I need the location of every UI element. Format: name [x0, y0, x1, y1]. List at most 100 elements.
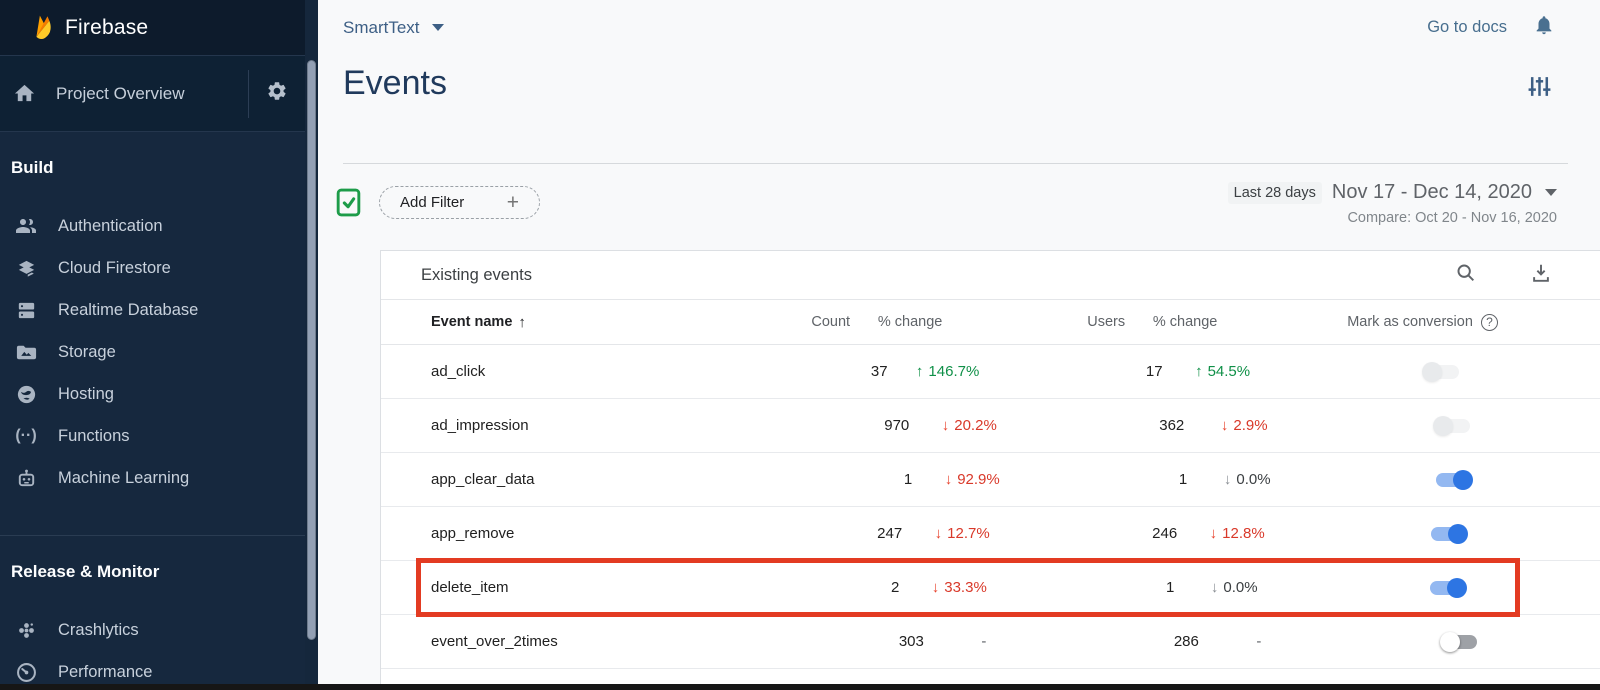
- filter-bar: Add Filter +: [334, 186, 540, 219]
- project-name: SmartText: [343, 17, 420, 37]
- page-title: Events: [343, 64, 447, 102]
- event-name: ad_click: [431, 363, 486, 380]
- users-count: 1: [1178, 471, 1188, 488]
- event-name: app_remove: [431, 525, 515, 542]
- speedometer-icon: [14, 660, 38, 684]
- conversion-toggle[interactable]: [1421, 361, 1459, 382]
- column-users[interactable]: Users: [1087, 314, 1126, 330]
- arrow-up-icon: ↑: [915, 363, 924, 380]
- sidebar-item-label: Storage: [58, 342, 116, 361]
- table-row: app_remove 247 ↓ 12.7% 246 ↓ 12.8%: [381, 507, 1600, 561]
- gear-icon: [266, 80, 288, 107]
- event-count: 247: [877, 525, 903, 542]
- pct-change-value: 0.0%: [1236, 471, 1271, 488]
- card-title: Existing events: [421, 265, 532, 284]
- count-pct-change: -: [924, 633, 1044, 650]
- conversion-cell: [1307, 469, 1600, 490]
- scrollbar-thumb[interactable]: [307, 60, 316, 640]
- users-count: 246: [1152, 525, 1178, 542]
- table-row: app_clear_data 1 ↓ 92.9% 1 ↓ 0.0%: [381, 453, 1600, 507]
- users-pct-change: ↓ 12.8%: [1177, 525, 1297, 542]
- column-pct-change-users[interactable]: % change: [1152, 314, 1218, 330]
- no-change-dash: -: [981, 633, 987, 650]
- sidebar-item-realtime-database[interactable]: Realtime Database: [0, 289, 305, 331]
- section-label-release-monitor: Release & Monitor: [11, 562, 160, 581]
- divider: [0, 535, 305, 536]
- arrow-down-icon: ↓: [944, 471, 953, 488]
- download-button[interactable]: [1530, 262, 1552, 289]
- table-row: ad_impression 970 ↓ 20.2% 362 ↓ 2.9%: [381, 399, 1600, 453]
- count-pct-change: ↓ 92.9%: [912, 471, 1032, 488]
- table-row: ad_click 37 ↑ 146.7% 17 ↑ 54.5%: [381, 345, 1600, 399]
- report-filter-button[interactable]: [1527, 74, 1552, 104]
- toggle-knob: [1439, 631, 1460, 652]
- crashlytics-icon: [14, 618, 38, 642]
- divider: [248, 69, 249, 118]
- sidebar-sections: Build Authentication Cloud Firestore Realti…: [0, 158, 305, 690]
- conversion-cell: [1304, 415, 1600, 436]
- pct-change-value: 146.7%: [928, 363, 980, 380]
- sidebar-item-hosting[interactable]: Hosting: [0, 373, 305, 415]
- arrow-down-icon: ↓: [941, 417, 950, 434]
- pct-change-value: 0.0%: [1223, 579, 1258, 596]
- add-filter-button[interactable]: Add Filter +: [379, 186, 540, 219]
- count-pct-change: ↓ 33.3%: [899, 579, 1019, 596]
- conversion-cell: [1294, 577, 1600, 598]
- event-count: 303: [898, 633, 924, 650]
- users-pct-change: ↓ 0.0%: [1187, 471, 1307, 488]
- event-count: 37: [870, 363, 888, 380]
- storage-folder-icon: [14, 340, 38, 364]
- sidebar-item-performance[interactable]: Performance: [0, 651, 305, 690]
- sidebar-item-machine-learning[interactable]: Machine Learning: [0, 457, 305, 499]
- project-settings-button[interactable]: [249, 80, 305, 107]
- conversion-toggle[interactable]: [1439, 631, 1477, 652]
- users-pct-change: -: [1199, 633, 1319, 650]
- existing-events-card: Existing events: [380, 250, 1600, 684]
- notifications-button[interactable]: [1533, 14, 1555, 41]
- section-label-build: Build: [11, 158, 54, 177]
- sidebar-item-functions[interactable]: (··) Functions: [0, 415, 305, 457]
- table-row: delete_item 2 ↓ 33.3% 1 ↓ 0.0%: [381, 558, 1600, 617]
- date-range-selector[interactable]: Nov 17 - Dec 14, 2020: [1331, 181, 1532, 203]
- conversion-toggle[interactable]: [1436, 469, 1474, 490]
- event-count: 1: [903, 471, 913, 488]
- conversion-toggle[interactable]: [1432, 415, 1470, 436]
- firebase-brand[interactable]: Firebase: [0, 0, 305, 55]
- sidebar-item-label: Machine Learning: [58, 468, 190, 487]
- column-pct-change-count[interactable]: % change: [877, 314, 943, 330]
- project-picker[interactable]: SmartText: [343, 18, 444, 38]
- robot-icon: [14, 466, 38, 490]
- search-icon: [1455, 262, 1477, 289]
- sidebar-item-cloud-firestore[interactable]: Cloud Firestore: [0, 247, 305, 289]
- conversion-toggle[interactable]: [1431, 523, 1469, 544]
- toggle-knob: [1432, 415, 1453, 436]
- toggle-knob: [1453, 469, 1474, 490]
- add-filter-label: Add Filter: [400, 194, 465, 211]
- conversion-toggle[interactable]: [1429, 577, 1467, 598]
- event-count: 970: [884, 417, 910, 434]
- sidebar-scrollbar[interactable]: [305, 0, 318, 690]
- sidebar-item-label: Realtime Database: [58, 300, 199, 319]
- toggle-knob: [1448, 523, 1469, 544]
- arrow-down-icon: ↓: [1223, 471, 1232, 488]
- event-name: ad_impression: [431, 417, 529, 434]
- column-event-name[interactable]: Event name: [431, 314, 513, 330]
- sidebar-item-storage[interactable]: Storage: [0, 331, 305, 373]
- pct-change-value: 20.2%: [954, 417, 997, 434]
- window-edge-bar: [0, 684, 1600, 690]
- search-button[interactable]: [1455, 262, 1477, 289]
- column-count[interactable]: Count: [811, 314, 851, 330]
- go-to-docs-link[interactable]: Go to docs: [1427, 18, 1507, 36]
- sidebar-item-authentication[interactable]: Authentication: [0, 205, 305, 247]
- sidebar-item-project-overview[interactable]: Project Overview: [0, 55, 305, 132]
- chevron-down-icon[interactable]: [1545, 189, 1557, 196]
- sort-ascending-icon: ↑: [518, 313, 526, 331]
- count-pct-change: ↓ 12.7%: [902, 525, 1022, 542]
- conversion-cell: [1297, 523, 1600, 544]
- sidebar-item-crashlytics[interactable]: Crashlytics: [0, 609, 305, 651]
- users-count: 362: [1159, 417, 1185, 434]
- brand-wordmark: Firebase: [65, 15, 149, 39]
- functions-icon: (··): [15, 427, 37, 444]
- help-icon[interactable]: ?: [1480, 313, 1498, 331]
